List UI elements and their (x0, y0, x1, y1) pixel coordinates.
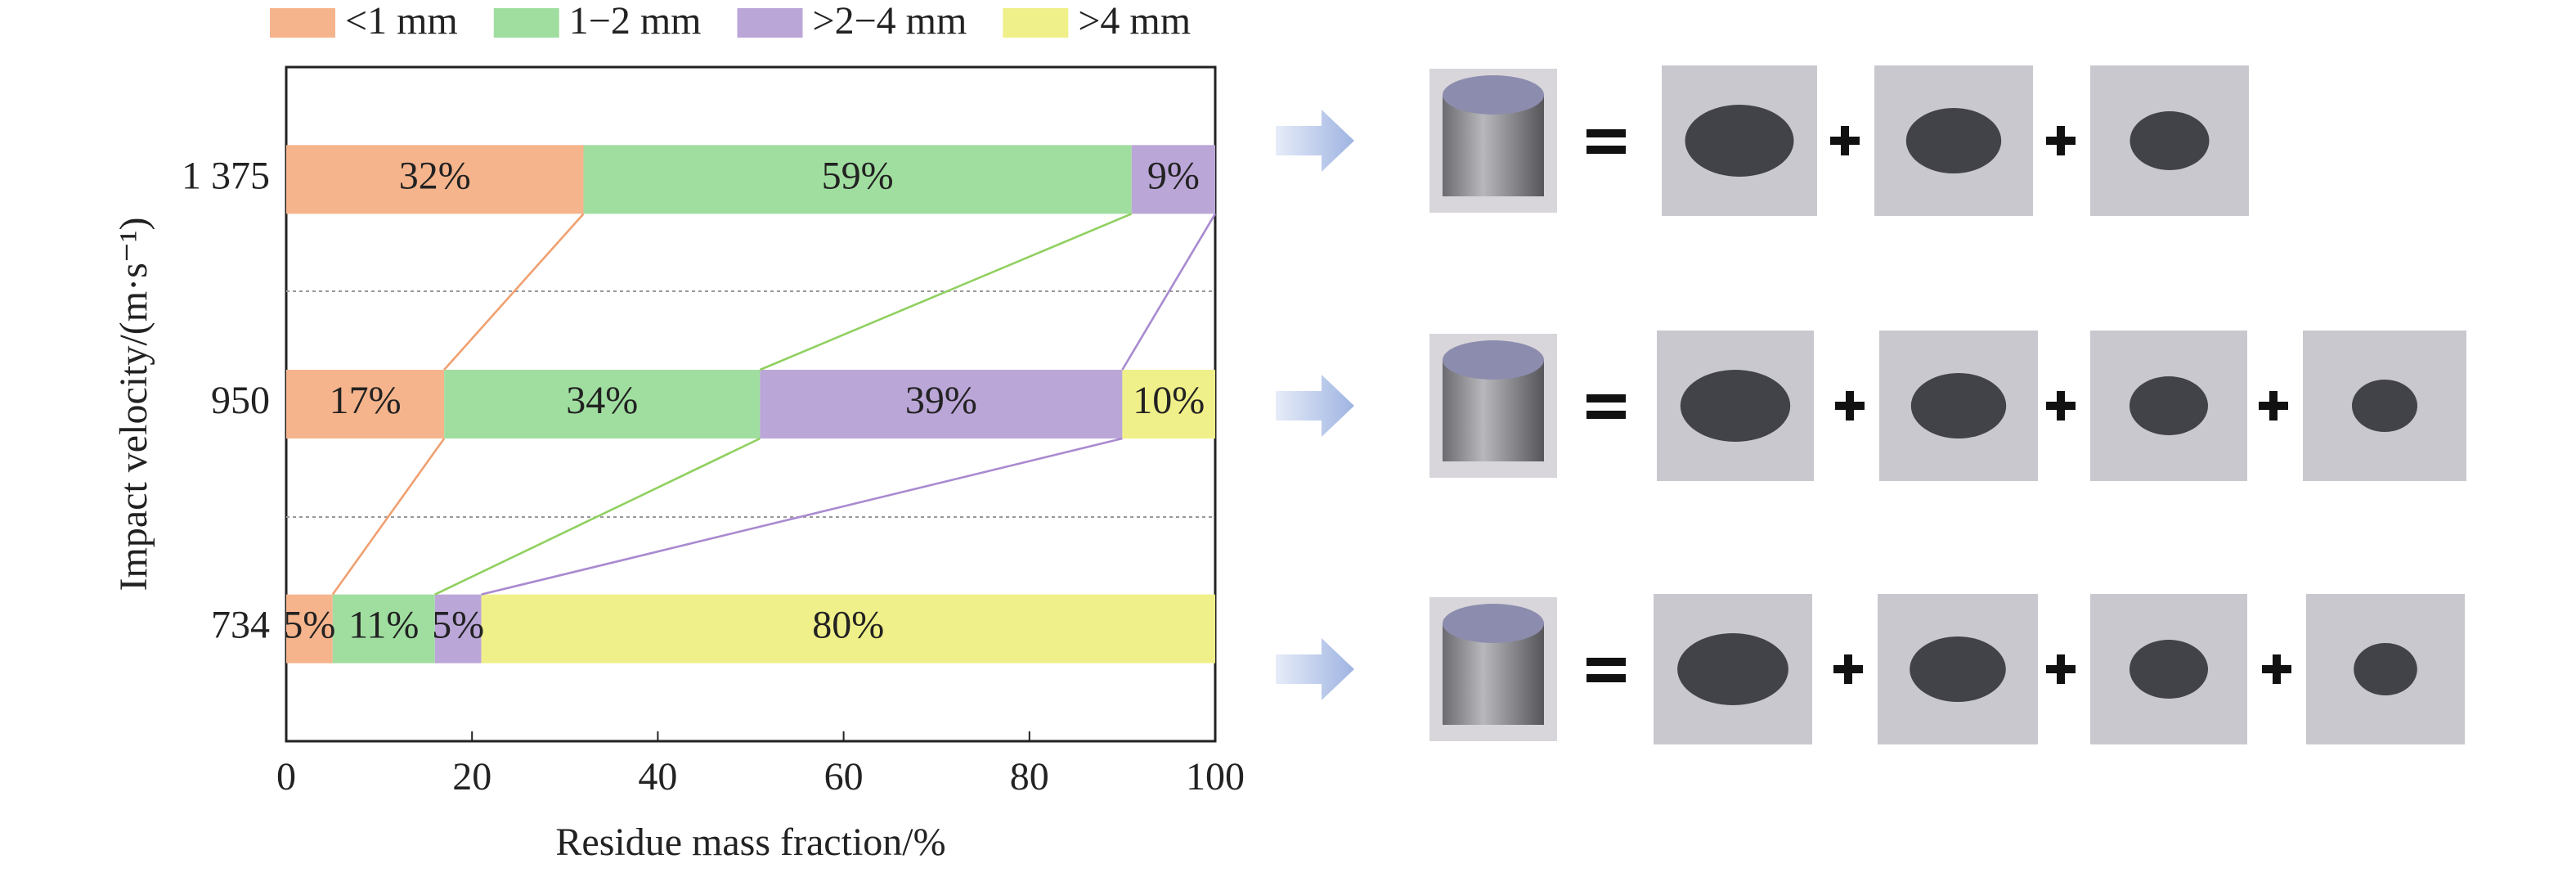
legend-swatch (493, 8, 559, 38)
bar-segment (481, 594, 1215, 663)
y-tick-label: 734 (211, 604, 270, 647)
value-label: 34% (566, 379, 638, 422)
bar-segment (434, 594, 482, 663)
bar-segment (583, 145, 1132, 214)
cylinder-top (1443, 604, 1544, 643)
bar-segment (1122, 370, 1215, 438)
connector-line (443, 213, 585, 371)
fragment (2129, 111, 2210, 170)
value-label: 5% (283, 604, 335, 647)
plus-sign (2046, 391, 2076, 421)
arrow-icon (1276, 110, 1354, 172)
legend-label: <1 mm (345, 0, 458, 43)
fragment (1905, 108, 2002, 173)
arrow-icon (1276, 375, 1354, 437)
connector-line (331, 438, 446, 596)
bar-segment (286, 594, 333, 663)
plus-sign (1830, 126, 1860, 155)
plus-sign (1833, 654, 1863, 684)
bar-segment (444, 370, 761, 438)
equals-sign (1586, 394, 1626, 403)
fragment (2352, 380, 2417, 432)
connector-line (434, 437, 761, 596)
bar-segment (1131, 145, 1215, 214)
legend-label: >2−4 mm (813, 0, 967, 43)
x-axis-label: Residue mass fraction/% (555, 821, 945, 864)
legend-swatch (270, 8, 335, 38)
fragment (1685, 105, 1794, 177)
value-label: 10% (1133, 379, 1205, 422)
legend-label: 1−2 mm (569, 0, 702, 43)
cylinder-top (1443, 75, 1544, 115)
x-tick-label: 80 (1010, 755, 1049, 798)
y-tick-label: 950 (211, 379, 270, 422)
value-label: 5% (432, 604, 484, 647)
plus-sign (2046, 654, 2076, 684)
connector-line (1121, 213, 1217, 371)
value-label: 11% (348, 604, 419, 647)
y-tick-label: 1 375 (182, 154, 270, 197)
bar-segment (760, 370, 1123, 438)
bars (286, 145, 1215, 663)
bar-segment (332, 594, 435, 663)
equals-sign (1586, 674, 1626, 682)
bar-segment (286, 145, 584, 214)
equals-sign (1586, 411, 1626, 419)
connector-line (481, 437, 1123, 596)
plus-sign (2262, 654, 2291, 684)
bar-segment (286, 370, 445, 438)
plus-sign (2259, 391, 2288, 421)
value-label: 39% (905, 379, 977, 422)
legend-swatch (1003, 8, 1069, 38)
fragment (2354, 643, 2417, 695)
x-tick-label: 60 (824, 755, 864, 798)
fragment (1677, 633, 1788, 705)
value-label: 80% (812, 604, 884, 647)
fragment (2129, 640, 2208, 699)
arrow-icon (1276, 638, 1354, 700)
connector-line (759, 213, 1133, 371)
plus-sign (2046, 126, 2076, 155)
equals-sign (1586, 129, 1626, 137)
value-label: 9% (1147, 154, 1200, 197)
photo-panel (1276, 65, 2466, 744)
fragment (1910, 636, 2006, 702)
equals-sign (1586, 658, 1626, 666)
value-label: 17% (330, 379, 402, 422)
legend-label: >4 mm (1078, 0, 1191, 43)
value-label: 59% (822, 154, 894, 197)
fragment (1680, 370, 1791, 442)
y-axis-label: Impact velocity/(m·s⁻¹) (112, 218, 155, 591)
value-label: 32% (399, 154, 471, 197)
x-tick-label: 0 (276, 755, 296, 798)
x-tick-label: 20 (452, 755, 491, 798)
legend-swatch (737, 8, 803, 38)
x-tick-label: 100 (1186, 755, 1245, 798)
fragment (1910, 373, 2007, 438)
plus-sign (1835, 391, 1865, 421)
x-tick-label: 40 (638, 755, 677, 798)
fragment (2129, 376, 2208, 435)
equals-sign (1586, 146, 1626, 154)
cylinder-top (1443, 340, 1544, 380)
